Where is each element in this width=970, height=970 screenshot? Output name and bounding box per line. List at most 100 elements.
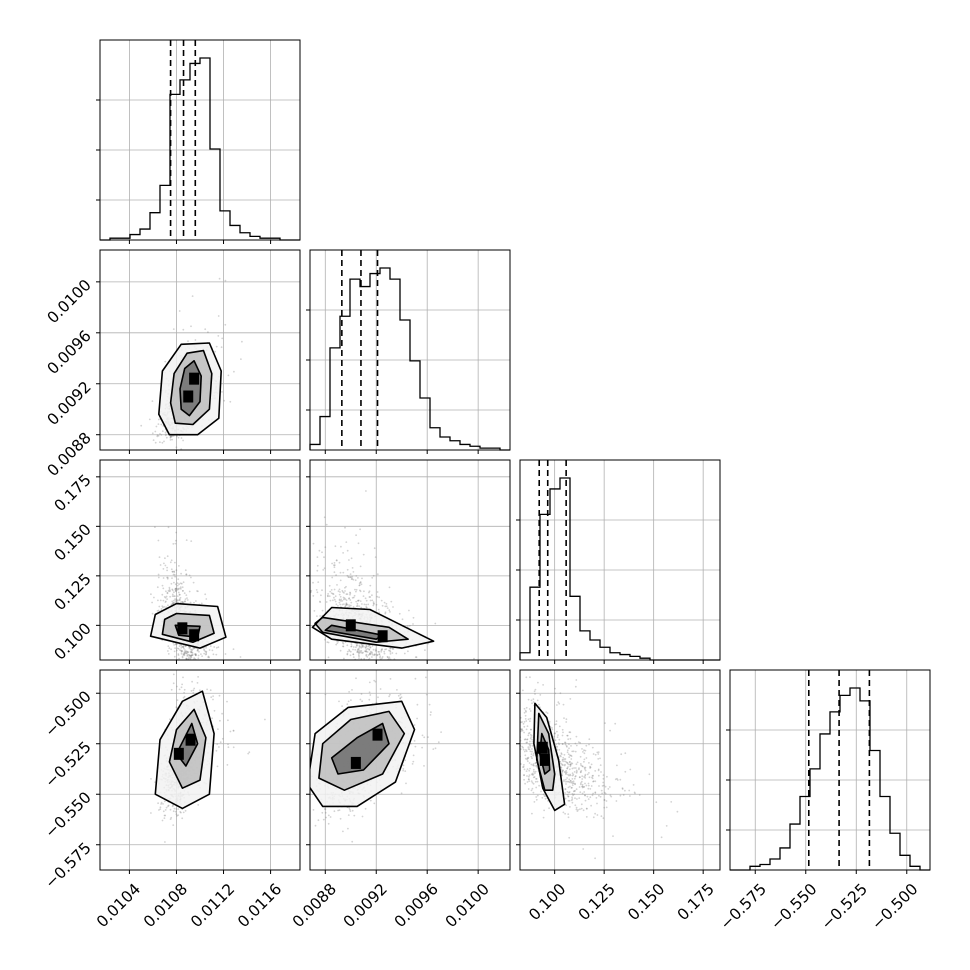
- sample-point: [171, 600, 174, 603]
- sample-point: [365, 654, 368, 657]
- sample-point: [358, 584, 361, 586]
- sample-point: [561, 734, 564, 737]
- sample-point: [597, 769, 600, 772]
- sample-point: [583, 760, 585, 763]
- sample-point: [358, 651, 361, 654]
- sample-point: [373, 547, 376, 550]
- sample-point: [362, 645, 365, 648]
- sample-point: [421, 746, 423, 749]
- sample-point: [361, 645, 363, 648]
- sample-point: [164, 809, 167, 811]
- sample-point: [354, 588, 356, 591]
- sample-point: [394, 695, 396, 697]
- sample-point: [365, 645, 368, 647]
- sample-point: [373, 802, 376, 805]
- sample-point: [333, 598, 336, 601]
- sample-point: [205, 653, 208, 655]
- sample-point: [209, 673, 211, 675]
- sample-point: [567, 786, 570, 789]
- sample-point: [171, 577, 173, 579]
- sample-point: [190, 651, 193, 654]
- sample-point: [356, 665, 358, 667]
- sample-point: [168, 586, 171, 589]
- sample-point: [391, 647, 394, 650]
- sample-point: [358, 599, 360, 602]
- sample-point: [190, 649, 193, 652]
- sample-point: [392, 690, 394, 692]
- sample-point: [348, 597, 350, 600]
- sample-point: [205, 598, 208, 600]
- sample-point: [227, 719, 229, 722]
- sample-point: [323, 516, 326, 519]
- density-peak: [345, 619, 356, 632]
- sample-point: [358, 644, 361, 647]
- sample-point: [180, 588, 182, 590]
- sample-point: [436, 667, 438, 669]
- sample-point: [191, 295, 194, 297]
- sample-point: [364, 662, 366, 664]
- sample-point: [568, 791, 570, 794]
- sample-point: [342, 598, 345, 601]
- sample-point: [159, 599, 162, 602]
- contour-line: [168, 708, 207, 790]
- sample-point: [177, 591, 180, 594]
- sample-point: [336, 584, 338, 586]
- sample-point: [187, 651, 190, 653]
- sample-point: [190, 325, 192, 328]
- sample-point: [220, 603, 222, 605]
- sample-point: [386, 656, 389, 659]
- sample-point: [365, 606, 368, 609]
- sample-point: [486, 631, 488, 633]
- sample-point: [335, 603, 338, 606]
- sample-point: [624, 770, 627, 773]
- sample-point: [351, 664, 353, 666]
- sample-point: [181, 590, 184, 592]
- sample-point: [217, 707, 219, 709]
- sample-point: [368, 698, 371, 701]
- sample-point: [157, 539, 160, 542]
- sample-point: [317, 581, 320, 583]
- sample-point: [558, 725, 561, 728]
- sample-point: [158, 605, 161, 608]
- sample-point: [372, 602, 375, 605]
- sample-point: [350, 578, 353, 580]
- sample-point: [157, 802, 160, 805]
- sample-point: [182, 663, 184, 665]
- sample-point: [409, 742, 412, 745]
- sample-point: [216, 765, 219, 768]
- sample-point: [221, 391, 223, 393]
- sample-point: [575, 772, 578, 774]
- sample-point: [184, 673, 186, 675]
- sample-point: [210, 696, 213, 699]
- sample-point: [379, 655, 382, 658]
- sample-point: [660, 836, 663, 839]
- sample-point: [384, 648, 386, 651]
- sample-point: [160, 608, 163, 610]
- sample-point: [624, 752, 627, 755]
- sample-point: [180, 686, 183, 689]
- sample-point: [169, 808, 172, 811]
- sample-point: [348, 605, 351, 608]
- sample-point: [368, 644, 371, 647]
- sample-point: [163, 817, 166, 819]
- sample-point: [182, 662, 184, 664]
- sample-point: [232, 729, 235, 732]
- sample-point: [164, 431, 167, 434]
- sample-point: [156, 586, 159, 589]
- sample-point: [358, 647, 360, 650]
- sample-point: [401, 618, 404, 621]
- sample-point: [163, 800, 166, 803]
- sample-point: [358, 657, 360, 659]
- sample-point: [341, 589, 344, 592]
- sample-point: [204, 679, 206, 681]
- sample-point: [150, 593, 152, 596]
- sample-point: [378, 651, 380, 653]
- sample-point: [599, 795, 602, 798]
- sample-point: [193, 657, 196, 659]
- sample-point: [324, 808, 327, 811]
- sample-point: [379, 656, 381, 659]
- sample-point: [173, 655, 176, 658]
- sample-point: [201, 663, 203, 665]
- sample-point: [360, 651, 363, 654]
- sample-point: [207, 655, 210, 658]
